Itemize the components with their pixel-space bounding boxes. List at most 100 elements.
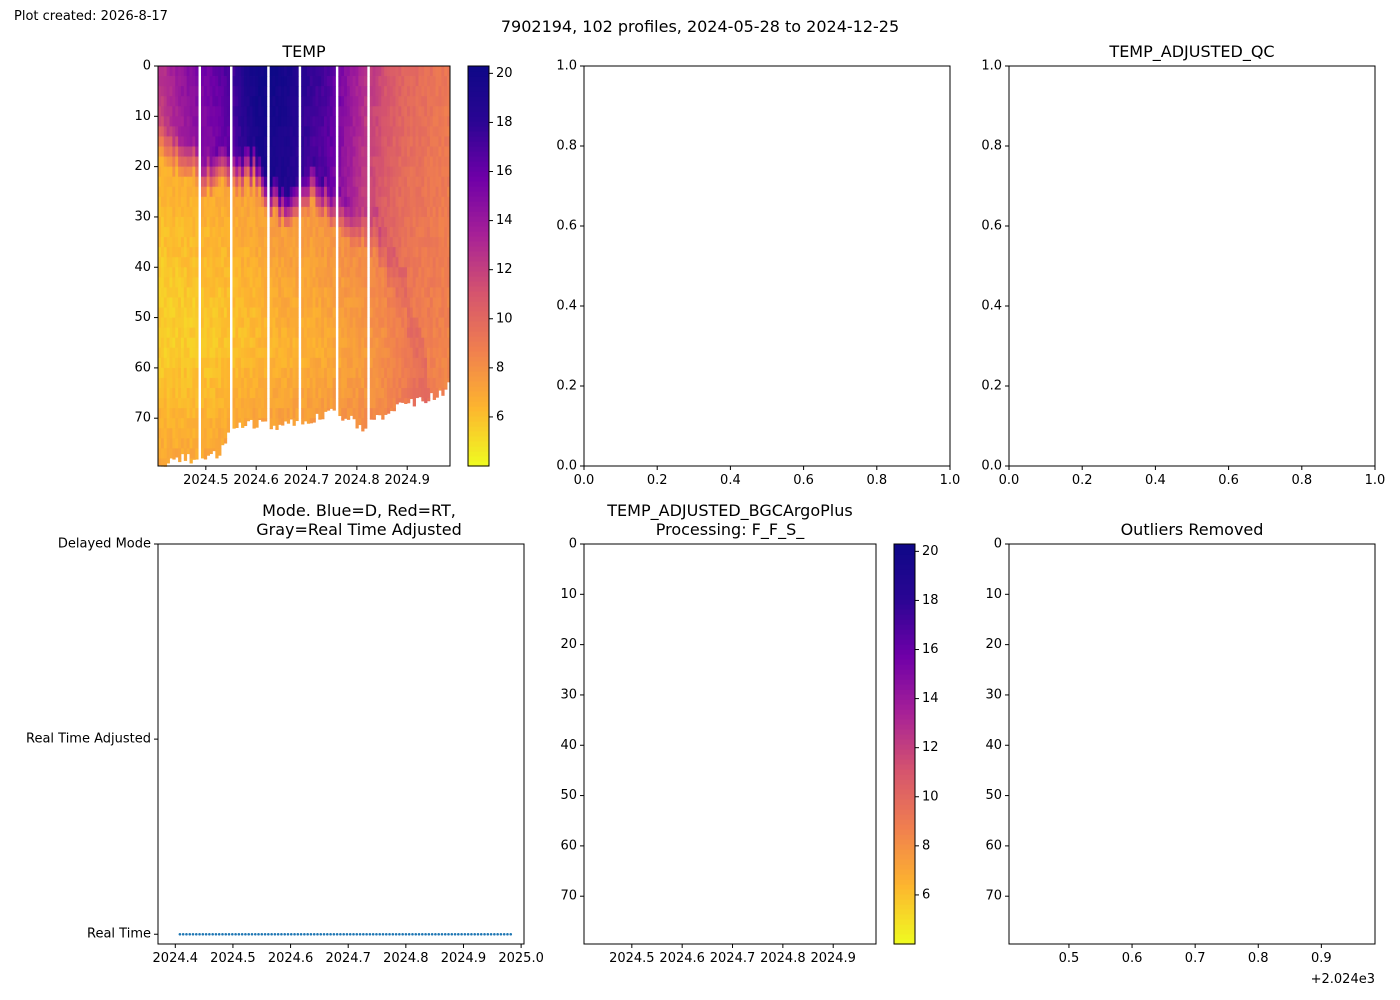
temp-heatmap-cell xyxy=(381,136,385,147)
temp-heatmap-cell xyxy=(289,206,293,218)
temp-heatmap-cell xyxy=(203,297,208,308)
temp-heatmap-cell xyxy=(318,388,322,399)
temp-heatmap-cell xyxy=(432,106,437,117)
temp-heatmap-cell xyxy=(361,146,365,157)
temp-heatmap-cell xyxy=(404,307,408,318)
temp-heatmap-cell xyxy=(218,307,222,318)
temp-heatmap-cell xyxy=(232,206,236,218)
temp-heatmap-cell xyxy=(432,116,437,127)
temp-heatmap-cell xyxy=(203,267,208,278)
temp-heatmap-cell xyxy=(286,126,291,137)
temp-heatmap-cell xyxy=(375,388,379,399)
temp-heatmap-cell xyxy=(381,86,385,97)
temp-heatmap-cell xyxy=(172,247,176,258)
temp-heatmap-cell xyxy=(395,126,399,137)
temp-heatmap-cell xyxy=(241,388,245,399)
temp-heatmap-cell xyxy=(338,277,342,288)
temp-heatmap-cell xyxy=(309,86,313,97)
temp-heatmap-cell xyxy=(278,257,282,268)
temp-heatmap-cell xyxy=(441,196,445,208)
temp-heatmap-cell xyxy=(338,327,342,339)
temp-heatmap-cell xyxy=(301,367,305,379)
temp-heatmap-cell xyxy=(269,418,273,429)
temp-heatmap-cell xyxy=(218,116,222,127)
temp-heatmap-cell xyxy=(223,428,228,439)
temp-heatmap-cell xyxy=(355,277,359,288)
temp-heatmap-cell xyxy=(263,86,268,97)
temp-heatmap-cell xyxy=(344,86,348,97)
temp-heatmap-cell xyxy=(215,106,219,117)
temp-heatmap-cell xyxy=(160,277,165,288)
temp-heatmap-cell xyxy=(301,297,305,308)
temp-heatmap-cell xyxy=(160,186,165,198)
temp-heatmap-cell xyxy=(381,267,385,278)
temp-heatmap-cell xyxy=(378,206,382,218)
temp-heatmap-cell xyxy=(329,337,334,349)
temp-heatmap-cell xyxy=(215,448,219,459)
mode-point xyxy=(384,932,388,936)
temp-heatmap-cell xyxy=(183,257,188,268)
temp-heatmap-cell xyxy=(318,287,322,298)
temp-heatmap-cell xyxy=(209,146,213,157)
temp-heatmap-cell xyxy=(438,96,442,107)
temp-heatmap-cell xyxy=(332,408,336,411)
temp-heatmap-cell xyxy=(258,166,262,178)
temp-colorbar-segment xyxy=(468,181,489,187)
temp-colorbar-segment xyxy=(468,151,489,157)
temp-heatmap-cell xyxy=(281,297,285,308)
temp-heatmap-cell xyxy=(272,277,276,288)
temp-heatmap-cell xyxy=(209,388,213,399)
temp-heatmap-cell xyxy=(326,237,331,248)
temp-heatmap-cell xyxy=(392,106,396,117)
temp-heatmap-cell xyxy=(261,176,265,188)
temp-heatmap-cell xyxy=(180,357,185,369)
temp-heatmap-cell xyxy=(183,227,188,238)
temp-heatmap-cell xyxy=(378,76,382,87)
temp-heatmap-cell xyxy=(238,388,242,399)
temp-ytick-label: 40 xyxy=(134,260,151,275)
temp-heatmap-cell xyxy=(321,206,325,218)
temp-heatmap-cell xyxy=(160,136,165,147)
temp-heatmap-cell xyxy=(375,257,379,268)
temp-heatmap-cell xyxy=(203,86,208,97)
temp-heatmap-cell xyxy=(209,317,213,329)
temp-heatmap-cell xyxy=(283,347,288,359)
temp-heatmap-cell xyxy=(418,267,422,278)
temp-colorbar-segment xyxy=(468,401,489,407)
temp-heatmap-cell xyxy=(272,146,276,157)
temp-heatmap-cell xyxy=(261,66,265,77)
temp-heatmap-cell xyxy=(195,297,199,308)
temp-heatmap-cell xyxy=(281,307,285,318)
temp-heatmap-cell xyxy=(183,126,188,137)
temp-heatmap-cell xyxy=(407,146,411,157)
temp-heatmap-cell xyxy=(429,307,434,318)
temp-heatmap-cell xyxy=(424,116,428,127)
temp-heatmap-cell xyxy=(243,257,248,268)
temp-heatmap-cell xyxy=(249,267,253,278)
temp-heatmap-cell xyxy=(412,367,416,379)
temp-heatmap-cell xyxy=(392,126,396,137)
temp-heatmap-cell xyxy=(221,428,225,439)
temp-heatmap-cell xyxy=(192,317,196,329)
temp-heatmap-cell xyxy=(255,237,259,248)
temp-heatmap-cell xyxy=(321,297,325,308)
temp-heatmap-cell xyxy=(163,388,168,399)
temp-heatmap-cell xyxy=(392,237,396,248)
temp-heatmap-cell xyxy=(189,287,193,298)
temp-heatmap-cell xyxy=(361,156,365,168)
temp-heatmap-cell xyxy=(292,76,296,87)
temp-heatmap-cell xyxy=(329,156,334,168)
temp-heatmap-cell xyxy=(301,156,305,168)
temp-heatmap-cell xyxy=(344,247,348,258)
temp-heatmap-cell xyxy=(415,277,419,288)
temp-heatmap-cell xyxy=(304,146,308,157)
temp-heatmap-cell xyxy=(286,277,291,288)
temp-heatmap-cell xyxy=(258,227,262,238)
temp-heatmap-cell xyxy=(272,418,276,426)
temp-heatmap-cell xyxy=(409,96,414,107)
temp-heatmap-cell xyxy=(221,176,225,188)
temp-heatmap-cell xyxy=(226,66,231,77)
temp-heatmap-cell xyxy=(178,307,182,318)
mode-point xyxy=(191,932,195,936)
temp-heatmap-cell xyxy=(404,297,408,308)
